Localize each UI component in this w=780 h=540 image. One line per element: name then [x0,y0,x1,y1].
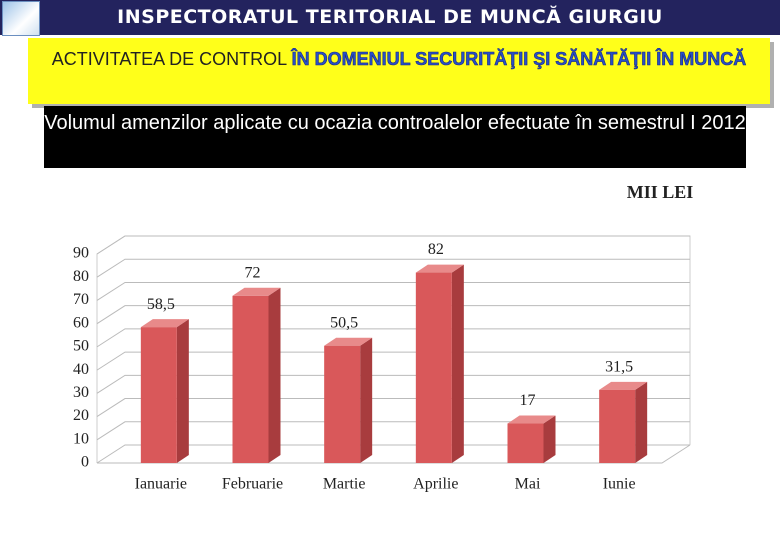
floor [97,444,691,464]
bar-side [635,381,648,463]
grid-line [96,235,690,255]
bar [507,423,544,463]
value-label: 72 [245,264,261,281]
grid-line [96,328,690,348]
x-tick-label: Februarie [222,476,283,493]
bar-side [543,415,556,463]
bar-side [451,264,464,463]
grid-line [96,398,690,417]
logo [2,1,40,36]
x-tick-label: Ianuarie [135,476,187,493]
bar-top [507,415,556,424]
x-tick-label: Aprilie [413,476,458,493]
bar-top [324,337,373,346]
bar [232,295,269,463]
y-tick-label: 80 [73,268,89,285]
grid-line [96,258,690,278]
grid-line [96,421,690,441]
value-label: 50,5 [330,314,358,331]
grid-line [96,305,690,325]
header: INSPECTORATUL TERITORIAL DE MUNCĂ GIURGI… [0,0,780,35]
y-tick-label: 50 [73,338,89,355]
y-tick-label: 20 [73,407,89,424]
bar-side [268,287,281,463]
bar-top [140,319,189,328]
bar-side [176,319,189,463]
bar-top [415,264,464,273]
x-tick-label: Mai [515,476,541,493]
y-tick-label: 0 [81,454,89,471]
y-tick-label: 90 [73,245,89,262]
value-label: 58,5 [147,296,175,313]
bar [324,345,361,463]
title-part: ACTIVITATEA DE CONTROL [51,49,288,69]
title-part: ÎN DOMENIUL SECURITĂŢII ŞI SĂNĂTĂŢII ÎN … [291,49,747,70]
grid-line [96,351,690,371]
unit-label: MII LEI [627,182,694,202]
subtitle: Volumul amenzilor aplicate cu ocazia con… [44,106,746,168]
grid-line [96,374,690,394]
value-label: 82 [428,241,444,258]
title-box: ACTIVITATEA DE CONTROL ÎN DOMENIUL SECUR… [28,38,770,104]
x-tick-label: Iunie [603,476,636,493]
bar [599,389,636,463]
value-label: 31,5 [605,359,633,376]
bar-top [232,287,281,296]
bar [140,327,177,463]
bar-top [599,381,648,390]
y-tick-label: 70 [73,291,89,308]
grid-line [96,444,690,464]
bar [415,272,452,463]
y-tick-label: 10 [73,430,89,447]
y-tick-label: 30 [73,384,89,401]
y-tick-label: 40 [73,361,89,378]
x-tick-label: Martie [323,476,366,493]
grid-line [96,281,690,301]
bar-side [360,337,373,463]
y-tick-label: 60 [73,314,89,331]
value-label: 17 [520,392,536,409]
